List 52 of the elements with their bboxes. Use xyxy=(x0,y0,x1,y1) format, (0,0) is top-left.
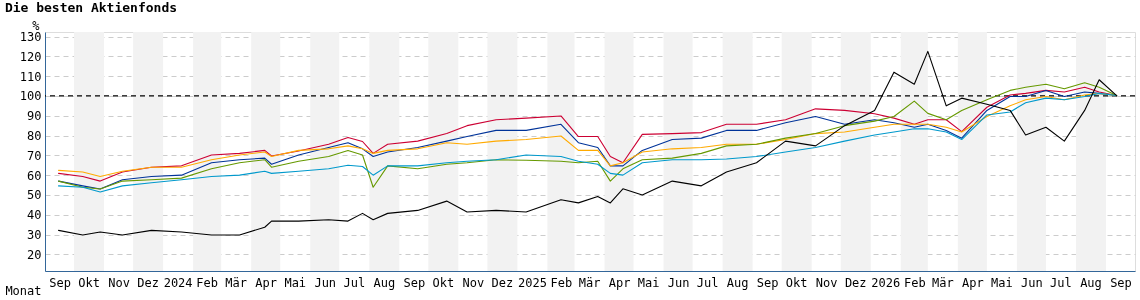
y-tick-label: 90 xyxy=(27,109,42,124)
y-tick-label: 80 xyxy=(27,129,42,144)
x-tick-label: Apr xyxy=(962,275,984,290)
y-tick-label: 70 xyxy=(27,148,42,163)
x-tick-label: Okt xyxy=(785,275,808,290)
x-tick-label: Mär xyxy=(932,275,954,290)
x-tick-label: Mär xyxy=(578,275,601,290)
x-tick-label: Sep xyxy=(403,275,426,290)
x-tick-label: Nov xyxy=(462,275,485,290)
y-tick-label: 100 xyxy=(19,89,42,104)
x-tick-label: Jun xyxy=(314,275,337,290)
x-tick-label: Sep xyxy=(49,275,71,290)
x-tick-label: Apr xyxy=(255,275,278,290)
x-tick-label: Aug xyxy=(373,275,396,290)
x-tick-label: Sep xyxy=(1110,275,1132,290)
x-tick-label: Okt xyxy=(78,275,100,290)
x-tick-label: Feb xyxy=(196,275,218,290)
x-tick-label: Nov xyxy=(815,275,838,290)
x-tick-label: Jul xyxy=(696,275,719,290)
x-tick-label: Mär xyxy=(225,275,248,290)
y-axis-title: % xyxy=(32,18,41,33)
x-tick-label: 2024 xyxy=(163,275,193,290)
x-tick-label: Mai xyxy=(637,275,660,290)
y-tick-label: 40 xyxy=(27,208,42,223)
y-tick-label: 110 xyxy=(19,69,42,84)
y-tick-label: 20 xyxy=(27,247,42,262)
x-tick-label: Dez xyxy=(137,275,159,290)
x-tick-label: Aug xyxy=(1080,275,1102,290)
x-tick-label: 2026 xyxy=(871,275,901,290)
x-tick-label: Mai xyxy=(991,275,1013,290)
x-tick-label: Feb xyxy=(903,275,926,290)
chart-title: Die besten Aktienfonds xyxy=(4,0,178,15)
x-tick-label: Jul xyxy=(343,275,366,290)
x-tick-label: Dez xyxy=(844,275,867,290)
x-tick-label: Jun xyxy=(667,275,690,290)
x-tick-label: Okt xyxy=(432,275,455,290)
x-tick-label: 2025 xyxy=(517,275,547,290)
x-tick-label: Jul xyxy=(1050,275,1072,290)
x-tick-label: Apr xyxy=(608,275,631,290)
y-tick-label: 60 xyxy=(27,168,42,183)
y-tick-label: 30 xyxy=(27,228,42,243)
x-axis-title: Monat xyxy=(5,283,42,298)
y-tick-label: 130 xyxy=(19,30,42,45)
x-tick-label: Mai xyxy=(284,275,307,290)
x-tick-label: Jun xyxy=(1021,275,1043,290)
x-tick-label: Dez xyxy=(491,275,514,290)
x-tick-label: Feb xyxy=(550,275,573,290)
x-tick-label: Aug xyxy=(726,275,749,290)
x-tick-label: Nov xyxy=(108,275,130,290)
x-tick-label: Sep xyxy=(756,275,779,290)
y-tick-label: 50 xyxy=(27,188,42,203)
y-tick-label: 120 xyxy=(19,49,42,64)
